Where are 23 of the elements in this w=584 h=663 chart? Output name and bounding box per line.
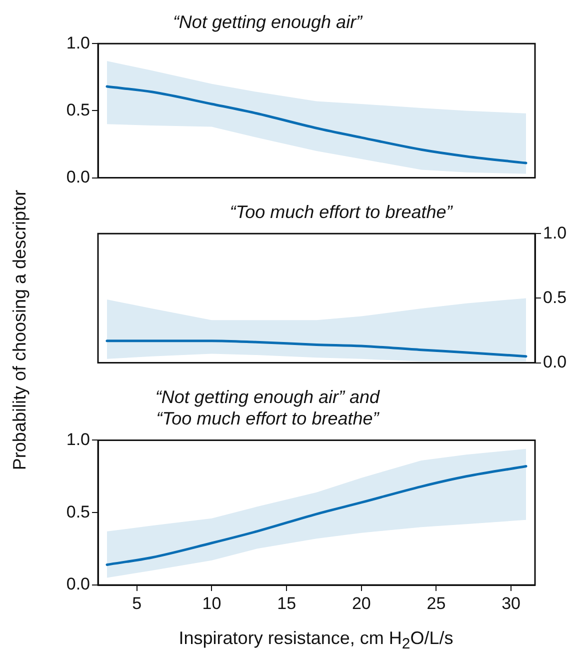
x-tick-label: 25 bbox=[426, 594, 446, 613]
y-tick-label: 1.0 bbox=[66, 430, 90, 449]
x-tick-label: 5 bbox=[132, 594, 142, 613]
line-series bbox=[106, 85, 528, 164]
chart-title: “Not getting enough air” bbox=[172, 12, 364, 32]
chart-title: “Too much effort to breathe” bbox=[230, 202, 454, 222]
y2-tick-label: 0.5 bbox=[543, 288, 567, 307]
x-tick-label: 20 bbox=[352, 594, 371, 613]
y-tick-label: 0.0 bbox=[66, 167, 90, 186]
x-tick-label: 15 bbox=[277, 594, 296, 613]
y2-tick-label: 1.0 bbox=[543, 223, 567, 242]
line-series bbox=[106, 465, 528, 566]
y-tick-label: 0.5 bbox=[66, 100, 90, 120]
x-tick-label: 10 bbox=[202, 594, 222, 613]
line-series bbox=[106, 340, 528, 358]
y-tick-label: 0.5 bbox=[66, 502, 90, 522]
y-tick-label: 0.0 bbox=[66, 574, 90, 594]
x-tick-label: 30 bbox=[502, 594, 521, 613]
y-tick-label: 1.0 bbox=[66, 33, 90, 52]
chart-title: “Not getting enough air” and “Too much effort to breathe” bbox=[155, 386, 381, 428]
y-axis-title: Probability of choosing a descriptor bbox=[10, 190, 30, 470]
y2-tick-label: 0.0 bbox=[543, 352, 567, 372]
x-axis-title: Inspiratory resistance, cm H$_{2}$O/L/s bbox=[178, 628, 454, 653]
